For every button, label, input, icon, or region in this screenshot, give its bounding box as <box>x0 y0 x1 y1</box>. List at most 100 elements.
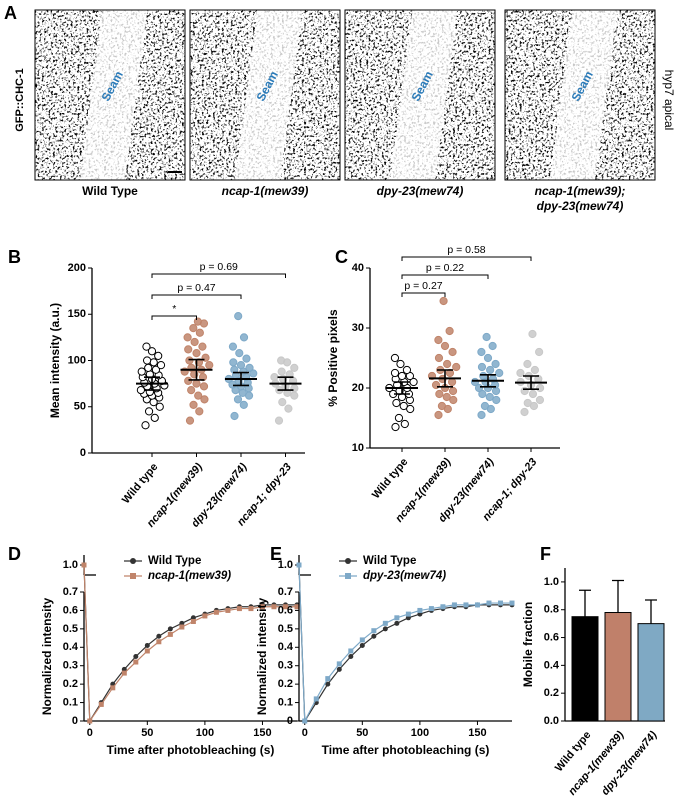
data-point <box>236 606 242 612</box>
data-point <box>442 392 451 402</box>
data-point <box>435 389 444 399</box>
error-bar <box>277 376 294 391</box>
data-point <box>271 604 277 610</box>
data-point <box>198 342 207 351</box>
data-point <box>486 600 492 606</box>
y-tick-label: 0.2 <box>63 678 78 690</box>
y-tick-label: 100 <box>68 354 86 366</box>
data-point <box>451 602 457 608</box>
x-tick-label: 150 <box>468 727 486 739</box>
data-point <box>428 606 434 612</box>
data-point <box>144 642 150 648</box>
data-point <box>325 676 331 682</box>
data-point <box>313 696 319 702</box>
data-point <box>491 359 500 369</box>
data-point <box>284 404 293 413</box>
data-point <box>449 395 458 405</box>
data-point <box>187 386 196 395</box>
data-point <box>242 354 251 363</box>
data-point <box>202 613 208 619</box>
data-point <box>277 356 286 365</box>
data-point <box>445 326 454 336</box>
image-label: Wild Type <box>82 184 138 198</box>
y-tick-label: 1.0 <box>544 576 559 588</box>
data-point <box>192 379 201 388</box>
data-point <box>156 639 162 645</box>
data-point <box>479 371 488 381</box>
data-point <box>523 359 532 369</box>
data-point <box>477 362 487 372</box>
data-point <box>282 604 288 610</box>
data-point <box>536 383 545 393</box>
data-point <box>198 373 208 382</box>
data-point <box>133 659 139 665</box>
image-label: ncap-1(mew39); <box>535 184 626 198</box>
y-tick-label: 0.6 <box>63 604 78 616</box>
data-point <box>229 358 238 367</box>
data-point <box>439 296 448 306</box>
data-point <box>520 407 529 417</box>
data-point <box>194 391 203 400</box>
y-tick-label: 0.7 <box>278 586 293 598</box>
data-point <box>144 363 153 372</box>
seam-band <box>550 10 618 180</box>
y-tick-label: 50 <box>74 401 86 413</box>
data-point <box>405 611 411 617</box>
significance-label: p = 0.27 <box>404 280 442 292</box>
data-point <box>348 648 354 654</box>
data-point <box>278 398 287 407</box>
bar <box>604 612 632 722</box>
significance-bracket <box>401 292 446 297</box>
significance-bracket <box>151 273 286 278</box>
significance-label: p = 0.58 <box>447 244 485 256</box>
y-tick-label: 1.0 <box>278 559 293 571</box>
y-tick-label: 0 <box>72 715 78 727</box>
data-point <box>228 342 238 351</box>
data-point <box>285 370 294 379</box>
data-point <box>390 368 400 378</box>
y-tick-label: 0.0 <box>544 715 559 727</box>
data-point <box>359 637 365 643</box>
data-point <box>185 416 195 425</box>
legend-marker <box>130 558 136 564</box>
data-point <box>248 606 254 612</box>
x-tick-label: 0 <box>302 727 308 739</box>
seam-band <box>235 10 303 180</box>
micrograph-frame <box>344 9 496 181</box>
data-point <box>302 718 308 724</box>
data-point <box>382 620 388 626</box>
data-point <box>371 633 377 639</box>
data-point <box>192 349 201 358</box>
data-point <box>167 626 173 632</box>
data-point <box>477 347 486 357</box>
data-point <box>290 363 299 372</box>
data-point <box>497 600 503 606</box>
x-label: Time after photobleaching (s) <box>107 743 275 757</box>
side-label: hyp7 apical <box>662 70 676 131</box>
data-point <box>189 400 198 409</box>
panel-letter: E <box>270 544 282 564</box>
y-label: % Positive pixels <box>326 309 340 407</box>
seam-band <box>390 10 458 180</box>
data-point <box>277 367 286 376</box>
data-point <box>155 402 164 411</box>
significance-label: p = 0.47 <box>177 282 215 294</box>
data-point <box>249 369 258 378</box>
error-bar <box>394 381 410 395</box>
data-point <box>205 361 214 370</box>
data-point <box>530 365 540 375</box>
data-point <box>452 362 461 372</box>
data-point <box>397 371 407 381</box>
data-point <box>434 335 443 345</box>
y-tick-label: 0 <box>287 715 293 727</box>
data-point <box>144 407 154 416</box>
y-tick-label: 10 <box>352 442 364 454</box>
significance-label: p = 0.22 <box>426 262 464 274</box>
error-bar <box>188 358 205 381</box>
legend-marker <box>345 573 351 579</box>
y-tick-label: 20 <box>352 382 364 394</box>
error-bar <box>144 376 160 391</box>
data-point <box>394 413 404 423</box>
series-line <box>298 564 512 723</box>
